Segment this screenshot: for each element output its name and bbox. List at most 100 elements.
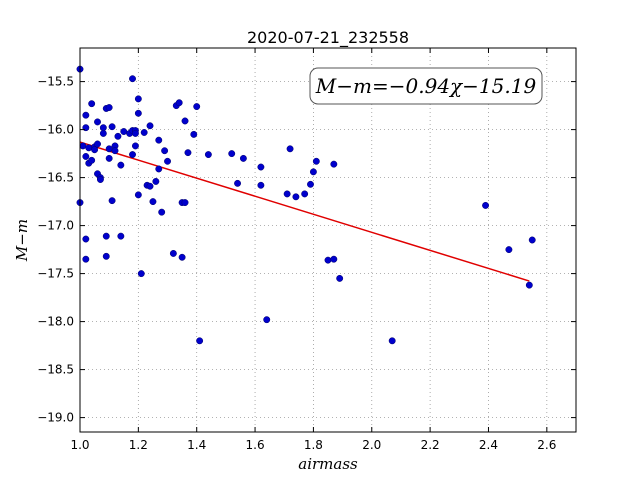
data-point (301, 190, 309, 198)
data-point (140, 129, 148, 136)
data-point (99, 129, 107, 137)
data-point (164, 157, 171, 165)
y-tick-label: −17.5 (37, 267, 74, 281)
x-tick-label: 1.0 (70, 438, 89, 452)
chart-title: 2020-07-21_232558 (247, 28, 409, 48)
data-point (330, 255, 338, 263)
data-point (131, 129, 139, 137)
data-point (152, 177, 160, 185)
ticks: 1.0 1.2 1.4 1.6 1.8 2.0 2.2 2.4 2.6 −15.5 −16.0 −16… (37, 48, 576, 452)
data-point (105, 154, 113, 162)
data-point (91, 146, 99, 154)
y-tick-label: −15.5 (37, 75, 74, 89)
data-point (82, 153, 90, 160)
data-point (134, 191, 142, 199)
y-tick-label: −17.0 (37, 219, 74, 233)
data-point (239, 154, 247, 162)
data-point (161, 147, 169, 155)
y-tick-label: −18.5 (37, 363, 74, 377)
data-point (82, 111, 90, 119)
data-point (309, 168, 317, 176)
data-point (134, 95, 142, 103)
data-point (155, 136, 163, 144)
x-tick-label: 1.6 (246, 438, 265, 452)
data-point (108, 123, 116, 131)
data-point (528, 236, 536, 244)
data-point (169, 249, 177, 257)
data-point (129, 75, 136, 83)
data-point (181, 199, 189, 207)
data-point (99, 124, 107, 132)
data-point (283, 190, 291, 198)
data-point (482, 201, 490, 209)
data-point (85, 144, 93, 152)
data-point (94, 118, 101, 126)
data-point (292, 193, 300, 201)
data-point (88, 156, 96, 164)
data-point (525, 281, 533, 289)
data-point (178, 253, 186, 261)
data-point (105, 145, 113, 153)
x-tick-label: 2.6 (537, 438, 556, 452)
y-tick-label: −19.0 (37, 411, 74, 425)
data-point (228, 150, 236, 158)
data-point (131, 142, 139, 150)
data-point (114, 132, 122, 140)
data-point (204, 151, 212, 159)
data-point (158, 208, 166, 216)
y-tick-label: −16.5 (37, 171, 74, 185)
data-point (96, 176, 104, 183)
x-tick-label: 2.0 (362, 438, 381, 452)
data-point (307, 180, 314, 188)
data-point (149, 198, 157, 206)
x-tick-label: 1.4 (187, 438, 206, 452)
data-point (184, 149, 192, 157)
data-point (102, 232, 110, 240)
data-point (117, 232, 125, 240)
y-tick-label: −18.0 (37, 315, 74, 329)
fit-equation-frame (309, 67, 543, 105)
data-point (330, 160, 338, 168)
x-tick-label: 1.8 (304, 438, 323, 452)
data-point (324, 256, 332, 264)
data-point (146, 182, 154, 190)
y-tick-label: −16.0 (37, 123, 74, 137)
y-axis-label: M−m (13, 219, 31, 262)
data-point (155, 165, 163, 173)
data-point (82, 235, 90, 243)
data-point (82, 255, 90, 263)
data-point (196, 337, 204, 345)
x-tick-label: 2.4 (479, 438, 498, 452)
data-point (193, 103, 201, 111)
data-point (79, 142, 87, 150)
x-tick-label: 1.2 (129, 438, 148, 452)
data-point (134, 109, 142, 117)
data-point (263, 316, 271, 324)
data-point (129, 151, 136, 159)
grid (80, 48, 576, 432)
data-point (336, 274, 344, 282)
data-point (137, 270, 145, 278)
data-point (88, 100, 96, 108)
data-point (94, 140, 101, 148)
data-point (108, 197, 116, 205)
data-point (117, 161, 125, 169)
data-point (388, 337, 396, 345)
data-point (175, 99, 183, 107)
data-point (105, 104, 113, 111)
data-point (234, 179, 242, 187)
fit-equation-label: M−m=−0.94χ−15.19 (315, 74, 537, 98)
points-layer (76, 65, 536, 345)
fit-line (79, 141, 530, 282)
data-point (146, 122, 154, 130)
data-point (257, 163, 265, 171)
data-point (190, 130, 198, 138)
data-point (505, 246, 513, 254)
data-point (257, 181, 265, 189)
plot-frame (79, 47, 577, 433)
data-point (312, 157, 320, 165)
fit-equation-box: M−m=−0.94χ−15.19 (309, 67, 543, 105)
data-point (286, 145, 294, 153)
